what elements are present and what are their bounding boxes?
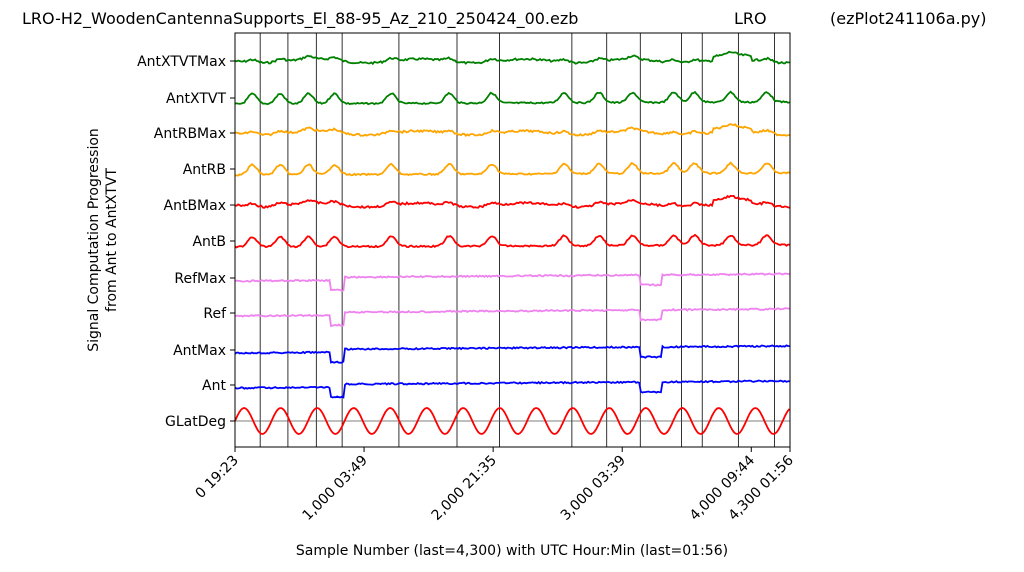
script-label: (ezPlot241106a.py) — [830, 9, 987, 28]
x-tick-label: 1,000 03:49 — [300, 453, 371, 524]
y-tick-label-antb: AntB — [192, 234, 226, 250]
x-tick-label: 3,000 03:39 — [558, 453, 629, 524]
series-ref — [235, 307, 790, 328]
y-tick-label-antmax: AntMax — [173, 343, 226, 359]
y-tick-label-ant: Ant — [202, 378, 226, 394]
series-antxtvtmax — [234, 50, 790, 66]
series-antmax — [234, 344, 790, 364]
series-antrb — [234, 161, 790, 177]
x-tick-label: 0 19:23 — [193, 453, 242, 502]
y-tick-label-antxtvt: AntXTVT — [166, 91, 226, 107]
y-axis-label: Signal Computation Progression — [86, 128, 102, 352]
plot-frame — [234, 32, 791, 448]
y-tick-labels: AntXTVTMax AntXTVT AntRBMax AntRB AntBMax Ant… — [137, 54, 227, 430]
series-antbmax — [234, 194, 790, 209]
series-antxtvt — [234, 90, 790, 106]
series-ant — [234, 379, 790, 399]
y-axis-label-2: from Ant to AntXTVT — [104, 168, 120, 312]
chart-title: LRO-H2_WoodenCantennaSupports_El_88-95_A… — [22, 9, 579, 28]
y-tick-label-antxtvtmax: AntXTVTMax — [137, 54, 226, 70]
y-tick-label-glatdeg: GLatDeg — [165, 414, 226, 430]
x-ticks: 0 19:23 1,000 03:49 2,000 21:35 3,000 03:39… — [193, 447, 797, 524]
series-refmax — [235, 272, 790, 292]
series-glatdeg — [234, 407, 791, 435]
x-tick-label: 2,000 21:35 — [429, 453, 500, 524]
station-label: LRO — [734, 9, 767, 28]
x-axis-label: Sample Number (last=4,300) with UTC Hour… — [296, 543, 728, 559]
series-antrbmax — [234, 123, 790, 137]
series-traces — [230, 50, 791, 435]
series-antb — [234, 233, 790, 249]
y-tick-label-antbmax: AntBMax — [164, 198, 227, 214]
y-tick-label-antrb: AntRB — [183, 162, 226, 178]
y-tick-label-antrbmax: AntRBMax — [154, 126, 226, 142]
y-tick-label-refmax: RefMax — [174, 271, 226, 287]
sample-gridlines — [235, 33, 790, 447]
y-tick-label-ref: Ref — [203, 306, 227, 322]
